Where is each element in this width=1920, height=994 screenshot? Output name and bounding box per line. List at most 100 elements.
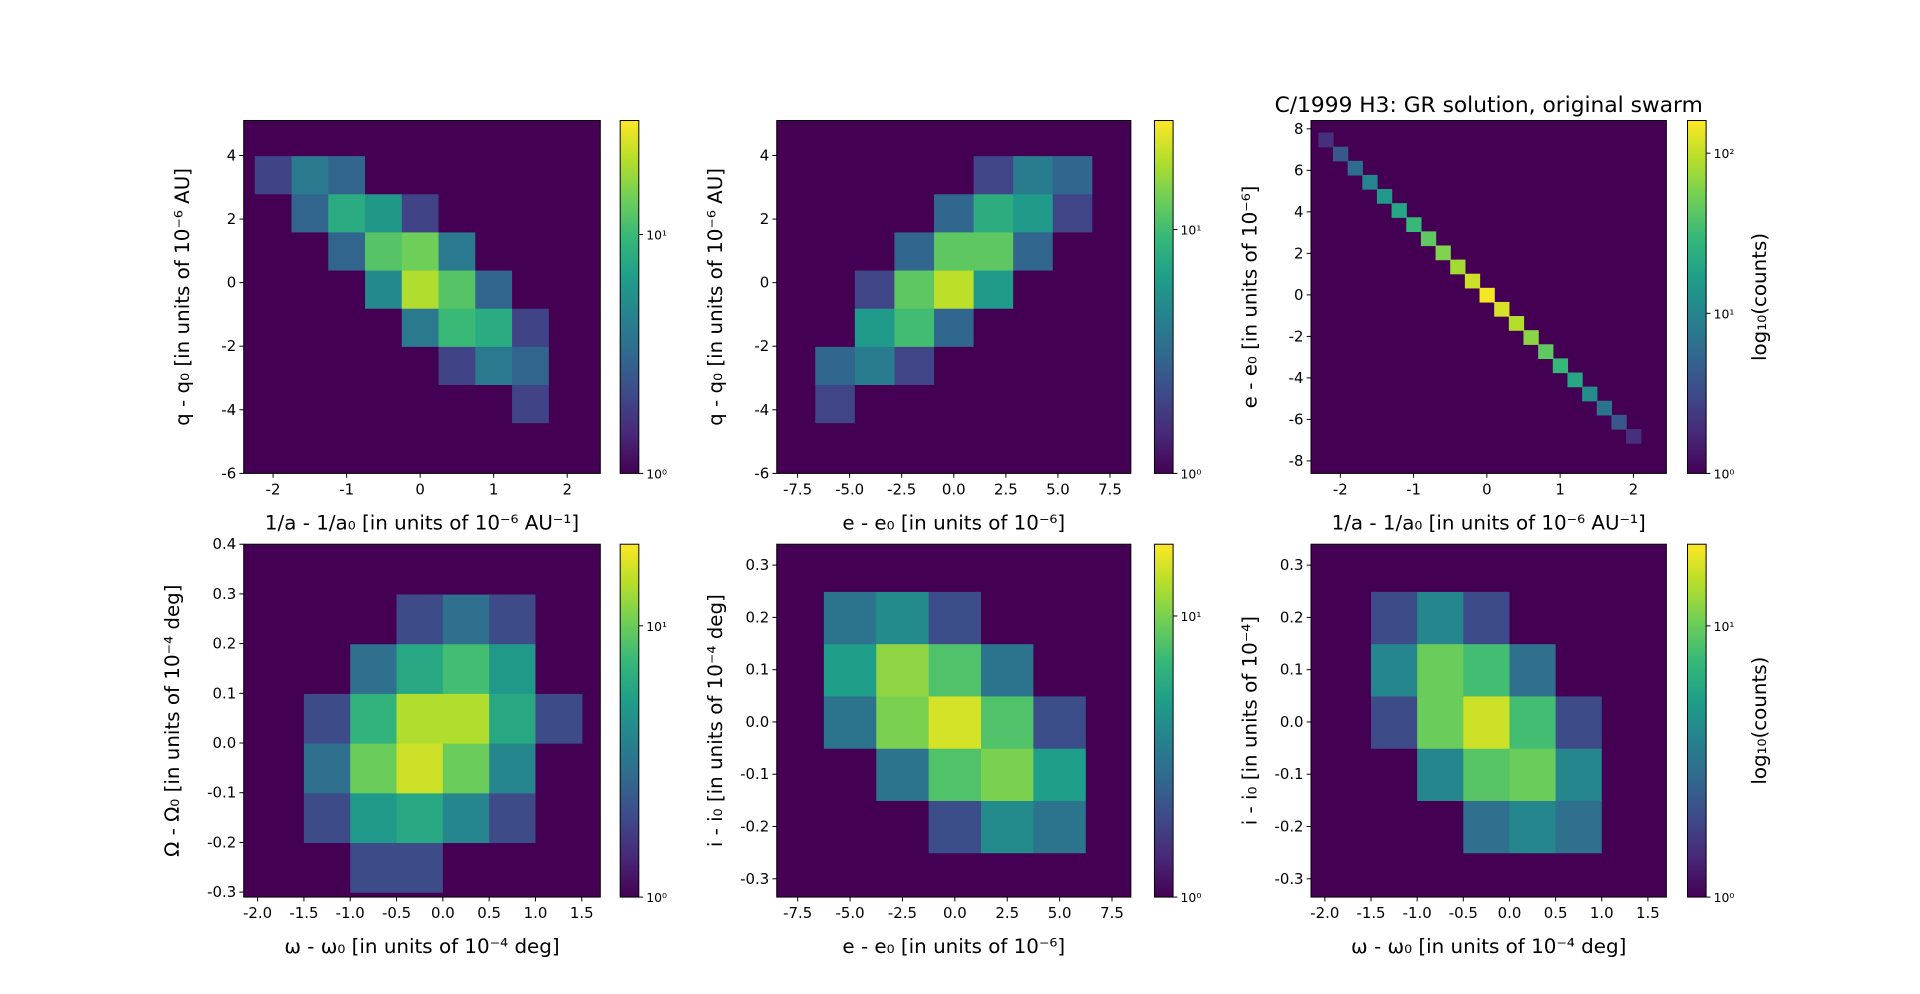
colorbar: [1153, 120, 1174, 474]
x-tick-label: 0: [1482, 481, 1491, 499]
hex-cell: [254, 231, 293, 271]
y-tick-label: -8: [1289, 452, 1304, 470]
hex-cell: [1509, 800, 1557, 854]
hex-cell: [1552, 358, 1569, 374]
hex-cell: [894, 193, 935, 233]
hex-cell: [291, 120, 329, 157]
x-tick-label: -2.0: [1310, 904, 1339, 922]
hex-cell: [365, 231, 403, 271]
x-tick-label: -1.0: [1403, 904, 1432, 922]
hex-cell: [1013, 269, 1054, 309]
hex-cell: [1509, 591, 1557, 645]
hex-cell: [1463, 800, 1511, 854]
hex-cell: [1033, 800, 1087, 854]
y-tick-label: 0.3: [746, 556, 770, 574]
hex-cell: [933, 384, 975, 424]
x-tick-label: -1: [339, 481, 354, 499]
hex-cell: [1435, 245, 1451, 261]
x-tick-label: -1: [1406, 481, 1421, 499]
hex-cell: [973, 155, 1014, 195]
hex-cell: [1013, 120, 1054, 157]
hex-cell: [981, 695, 1035, 749]
hex-cell: [1463, 748, 1511, 801]
y-tick-label: 4: [1294, 203, 1303, 221]
hex-cell: [475, 422, 513, 462]
hex-cell: [401, 193, 440, 233]
hex-cell: [548, 231, 587, 271]
hex-cell: [1324, 852, 1372, 898]
hex-cell: [1555, 748, 1603, 801]
y-tick-label: 0.4: [213, 535, 237, 553]
hex-cell: [854, 120, 896, 157]
y-tick-label: 4: [760, 146, 769, 164]
hex-cell: [1601, 852, 1649, 898]
hex-cell: [973, 308, 1014, 347]
hex-cell: [438, 346, 476, 386]
hex-cell: [894, 231, 935, 271]
x-tick-label: 2: [1629, 481, 1638, 499]
hex-cell: [328, 422, 366, 462]
hex-cell: [894, 308, 935, 347]
hex-cell: [303, 693, 351, 744]
hex-cell: [1463, 852, 1511, 898]
hex-cell: [1417, 695, 1464, 749]
hex-cell: [1371, 852, 1418, 898]
hex-cell: [1376, 189, 1393, 204]
y-axis-label: i - i₀ [in units of 10⁻⁴ deg]: [704, 594, 727, 847]
hex-cell: [1555, 852, 1603, 898]
x-tick-label: 0.0: [431, 904, 455, 922]
hex-cell: [776, 384, 816, 424]
y-tick-label: 0.2: [213, 635, 237, 653]
hex-cell: [1324, 695, 1372, 749]
y-tick-label: -4: [754, 401, 769, 419]
hex-cell: [928, 591, 982, 645]
hex-cell: [303, 643, 351, 694]
hex-cell: [535, 544, 583, 595]
y-tick-label: 0: [227, 274, 236, 292]
hex-cell: [981, 643, 1035, 697]
y-tick-label: 0.0: [213, 734, 237, 752]
y-tick-label: -0.3: [1274, 870, 1303, 888]
axes-frame: [243, 120, 601, 474]
x-tick-label: 2.5: [994, 481, 1018, 499]
hex-cell: [1052, 193, 1093, 233]
hex-cell: [876, 748, 930, 801]
hex-cell: [401, 422, 440, 462]
hex-cell: [1033, 643, 1087, 697]
hex-cell: [823, 643, 877, 697]
hex-cell: [1362, 174, 1378, 190]
hex-cell: [1463, 544, 1511, 592]
hex-cell: [823, 800, 877, 854]
colorbar: [619, 120, 640, 474]
colorbar-tick-label: 10⁰: [1181, 890, 1202, 905]
hex-cell: [933, 120, 975, 157]
x-tick-label: 0.5: [477, 904, 501, 922]
hex-cell: [894, 120, 935, 157]
hex-cell: [815, 422, 856, 462]
hex-cell: [854, 346, 896, 386]
hex-cell: [1052, 346, 1093, 386]
hex-cell: [442, 544, 490, 595]
hex-cell: [365, 308, 403, 347]
hex-cell: [548, 193, 587, 233]
x-tick-label: -7.5: [783, 904, 812, 922]
hex-cell: [1463, 643, 1511, 697]
hex-cell: [512, 231, 550, 271]
hex-cell: [328, 269, 366, 309]
hex-cell: [815, 120, 856, 157]
x-tick-label: -2: [1333, 481, 1348, 499]
hex-cell: [1417, 591, 1464, 645]
hex-cell: [854, 269, 896, 309]
hex-cell: [489, 544, 537, 595]
y-tick-label: 8: [1294, 120, 1303, 138]
x-tick-label: -2.0: [243, 904, 272, 922]
hex-cell: [396, 842, 444, 893]
hex-cell: [1567, 372, 1583, 388]
hex-cell: [776, 695, 825, 749]
x-tick-label: 0.0: [942, 481, 966, 499]
hex-cell: [776, 591, 825, 645]
hex-cell: [1092, 422, 1131, 462]
y-tick-label: 0.3: [1280, 556, 1304, 574]
hex-cell: [1479, 287, 1495, 303]
